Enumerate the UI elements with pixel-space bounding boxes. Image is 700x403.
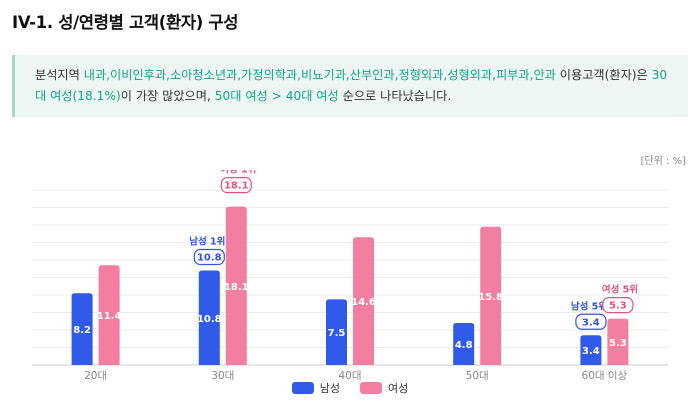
- callout-box: [193, 248, 225, 266]
- callout-value: 5.3: [609, 301, 627, 312]
- callout-value: 10.8: [197, 253, 222, 264]
- summary-highlight-top: 30대 여성(18.1%): [35, 68, 668, 103]
- summary-highlight-order: 50대 여성 > 40대 여성: [214, 89, 339, 103]
- bar-female: [98, 265, 120, 365]
- bar-male: [453, 323, 475, 365]
- bar-value-label-female: 14.6: [351, 297, 376, 308]
- legend-label-male: 남성: [319, 382, 340, 395]
- callout-rank-label: 남성 1위: [189, 236, 225, 248]
- callout-box: [575, 313, 607, 330]
- x-tick-label: 50대: [466, 370, 489, 380]
- legend-label-female: 여성: [388, 382, 409, 395]
- bar-value-label-male: 8.2: [73, 325, 91, 336]
- bar-male: [198, 270, 220, 365]
- summary-prefix: 분석지역: [35, 68, 84, 82]
- callout-rank-label: 여성 5위: [602, 284, 638, 296]
- unit-label: [단위 : %]: [640, 156, 686, 167]
- callout-value: 18.1: [224, 181, 249, 192]
- bar-female: [607, 318, 629, 365]
- summary-mid2: 이 가장 많았으며,: [120, 89, 215, 103]
- age-gender-bar-chart: 8.2 11.4 20대 10.8 18.1 30대 7.5 14.6 40대 4.8 15.8 50…: [32, 170, 668, 380]
- legend-swatch-female: [360, 382, 382, 394]
- bar-value-label-male: 4.8: [455, 340, 473, 351]
- callout-box: [220, 177, 252, 194]
- bar-male: [580, 335, 602, 365]
- bar-value-label-male: 10.8: [197, 314, 222, 325]
- x-tick-label: 30대: [211, 370, 234, 380]
- bar-female: [225, 206, 247, 365]
- legend-swatch-male: [291, 382, 314, 394]
- bar-female: [480, 226, 502, 365]
- summary-box: 분석지역 내과,이비인후과,소아청소년과,가정의학과,비뇨기과,산부인과,정형외…: [12, 55, 688, 117]
- callout-rank-label: 남성 5위: [571, 300, 607, 312]
- x-tick-label: 40대: [338, 370, 361, 380]
- summary-suffix: 순으로 나타났습니다.: [338, 89, 452, 103]
- bar-male: [71, 293, 93, 365]
- callout-box: [602, 297, 634, 314]
- bar-male: [326, 299, 347, 365]
- legend-item-female: 여성: [360, 380, 408, 396]
- callout-value: 3.4: [582, 317, 600, 328]
- summary-mid1: 이용고객(환자)은: [555, 68, 652, 82]
- bar-value-label-female: 18.1: [224, 282, 249, 293]
- callout-rank-label: 여성 1위: [220, 170, 256, 176]
- bar-female: [353, 237, 374, 365]
- chart-legend: 남성 여성: [0, 380, 700, 396]
- page-title: IV-1. 성/연령별 고객(환자) 구성: [12, 13, 239, 32]
- x-tick-label: 60대 이상: [582, 370, 628, 380]
- bar-value-label-female: 11.4: [97, 311, 122, 322]
- summary-departments: 내과,이비인후과,소아청소년과,가정의학과,비뇨기과,산부인과,정형외과,성형외…: [83, 68, 556, 82]
- bar-value-label-female: 5.3: [609, 338, 627, 349]
- bar-value-label-male: 7.5: [328, 328, 346, 339]
- legend-item-male: 남성: [291, 380, 340, 396]
- x-tick-label: 20대: [84, 370, 107, 380]
- bar-value-label-female: 15.8: [478, 292, 503, 303]
- bar-value-label-male: 3.4: [582, 346, 600, 357]
